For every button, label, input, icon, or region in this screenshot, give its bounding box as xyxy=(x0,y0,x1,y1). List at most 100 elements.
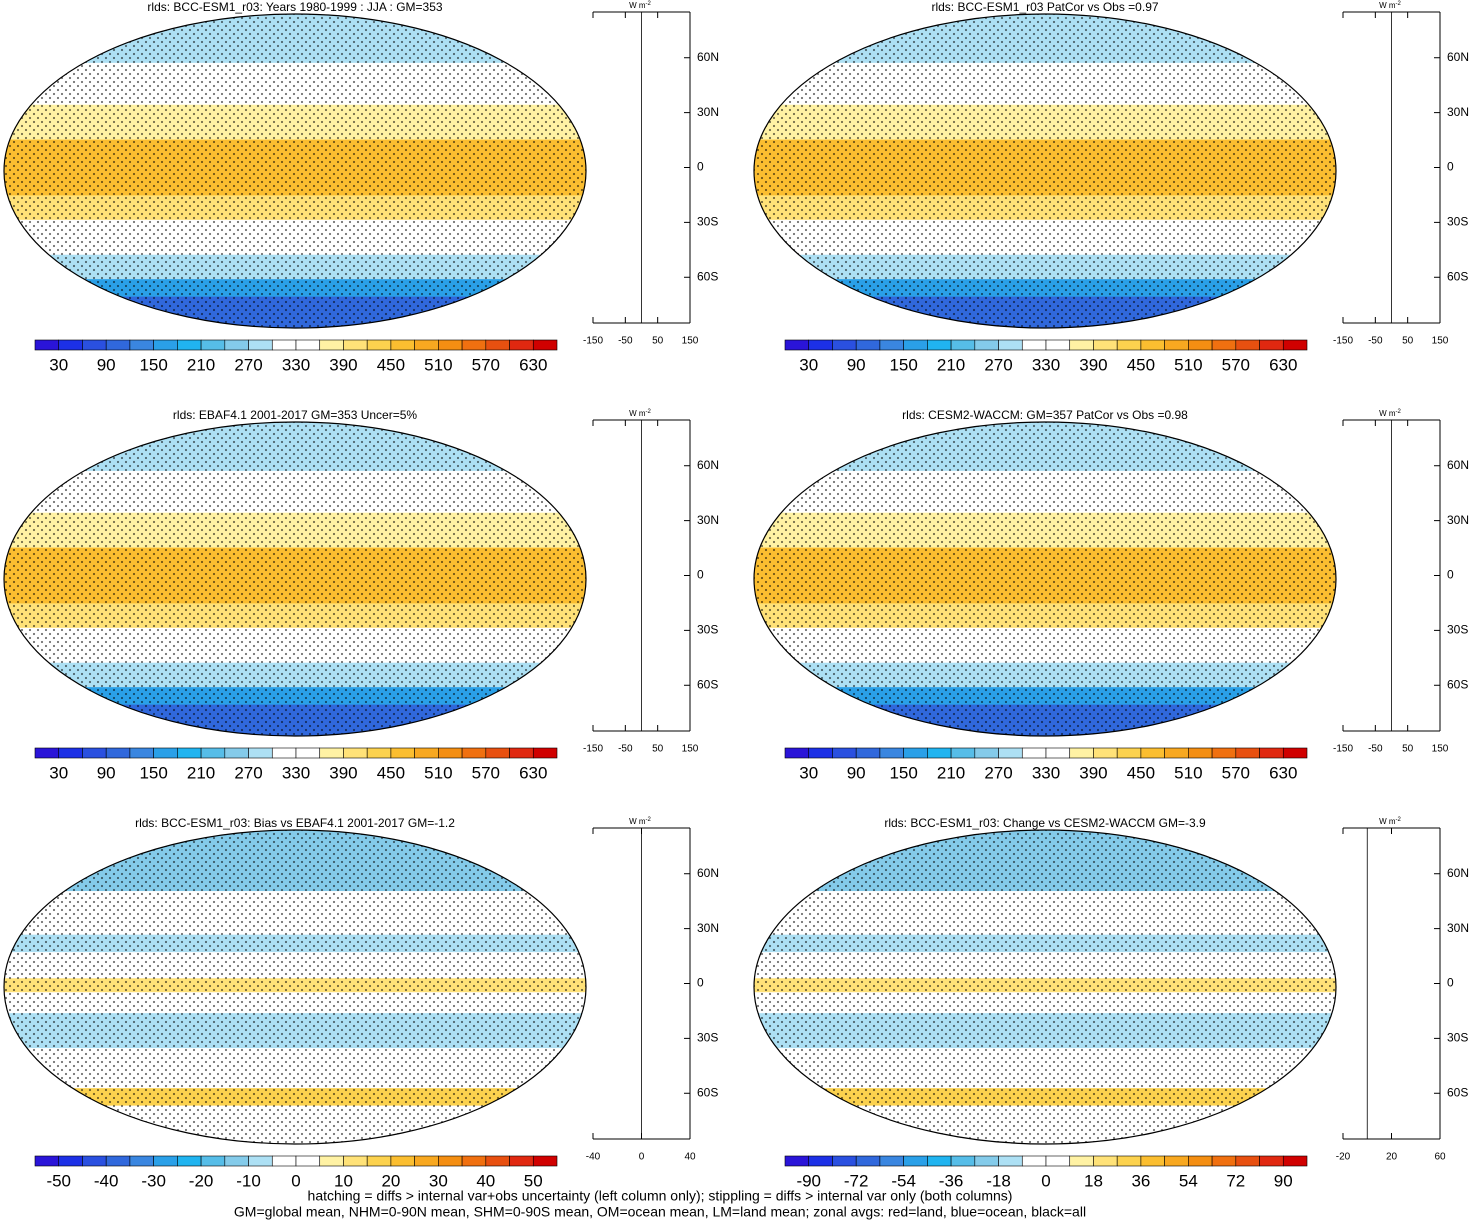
map-border xyxy=(753,829,1337,1145)
colorbar-label: 450 xyxy=(1127,763,1155,782)
units-exponent: -2 xyxy=(646,817,652,823)
colorbar-box xyxy=(974,1155,999,1167)
panel-title: rlds: CESM2-WACCM: GM=357 PatCor vs Obs … xyxy=(902,408,1188,422)
y-tick-label: 30N xyxy=(1447,105,1469,119)
colorbar-box xyxy=(224,1155,249,1167)
colorbar-box xyxy=(1282,747,1308,759)
x-tick-label: -150 xyxy=(1333,744,1353,755)
units: W m xyxy=(1379,817,1396,826)
colorbar-box xyxy=(461,747,487,759)
colorbar-box xyxy=(1282,339,1308,351)
colorbar-box xyxy=(1021,747,1047,759)
colorbar-label: 30 xyxy=(49,355,68,374)
colorbar-label: 0 xyxy=(1041,1171,1050,1190)
y-tick-label: 0 xyxy=(697,160,704,174)
units-label: W m-2 xyxy=(629,1,651,11)
panel-title: rlds: BCC-ESM1_r03: Years 1980-1999 : JJ… xyxy=(147,0,442,14)
colorbar-label: 0 xyxy=(291,1171,300,1190)
units: W m xyxy=(629,409,646,418)
colorbar-box xyxy=(271,747,297,759)
colorbar-label: -72 xyxy=(844,1171,869,1190)
colorbar-box xyxy=(390,339,415,351)
colorbar-box xyxy=(82,1155,107,1167)
colorbar-box xyxy=(1116,1155,1142,1167)
colorbar-box xyxy=(879,747,904,759)
colorbar-box xyxy=(1069,747,1094,759)
colorbar-label: -54 xyxy=(891,1171,916,1190)
colorbar-box xyxy=(832,1155,857,1167)
x-tick-label: 150 xyxy=(682,744,699,755)
colorbar-label: 270 xyxy=(234,763,262,782)
colorbar-label: 18 xyxy=(1084,1171,1103,1190)
colorbar-box xyxy=(224,747,249,759)
map-border xyxy=(3,13,587,329)
colorbar-box xyxy=(366,339,392,351)
colorbar-box xyxy=(248,1155,273,1167)
colorbar-box xyxy=(1021,339,1047,351)
colorbar-label: 30 xyxy=(49,763,68,782)
colorbar-box xyxy=(974,339,999,351)
colorbar-box xyxy=(832,747,857,759)
units-exponent: -2 xyxy=(646,409,652,415)
y-tick-label: 30S xyxy=(697,623,718,637)
colorbar-box xyxy=(485,339,510,351)
y-tick-label: 30N xyxy=(1447,513,1469,527)
colorbar-box xyxy=(224,339,249,351)
colorbar-label: -30 xyxy=(141,1171,166,1190)
colorbar-label: 330 xyxy=(1032,355,1060,374)
x-tick-label: 40 xyxy=(684,1152,696,1163)
colorbar-label: 210 xyxy=(937,355,965,374)
colorbar-box xyxy=(1235,1155,1260,1167)
colorbar-box xyxy=(105,747,131,759)
colorbar-box xyxy=(950,747,976,759)
colorbar-box xyxy=(414,1155,439,1167)
y-tick-label: 60N xyxy=(697,866,719,880)
colorbar-box xyxy=(438,339,463,351)
colorbar-label: 510 xyxy=(1174,355,1202,374)
x-tick-label: -50 xyxy=(618,744,633,755)
colorbar-box xyxy=(998,339,1023,351)
colorbar-box xyxy=(927,339,952,351)
panel-title: rlds: BCC-ESM1_r03 PatCor vs Obs =0.97 xyxy=(931,0,1158,14)
colorbar-box xyxy=(319,1155,344,1167)
colorbar-box xyxy=(1093,1155,1118,1167)
colorbar-label: 510 xyxy=(424,355,452,374)
stippling xyxy=(754,830,1336,1144)
y-tick-label: 0 xyxy=(697,568,704,582)
colorbar-box xyxy=(105,1155,131,1167)
y-tick-label: 60S xyxy=(1447,1085,1468,1099)
colorbar-label: -40 xyxy=(94,1171,119,1190)
colorbar-box xyxy=(1164,339,1189,351)
map-border xyxy=(3,829,587,1145)
colorbar-box xyxy=(153,339,178,351)
colorbar-box xyxy=(295,1155,321,1167)
colorbar-box xyxy=(974,747,999,759)
x-tick-label: -150 xyxy=(1333,336,1353,347)
colorbar-box xyxy=(950,1155,976,1167)
colorbar-box xyxy=(34,747,60,759)
units-label: W m-2 xyxy=(1379,817,1401,827)
colorbar-box xyxy=(903,1155,928,1167)
stippling xyxy=(4,830,586,1144)
footer-line: hatching = diffs > internal var+obs unce… xyxy=(308,1188,1013,1204)
map xyxy=(4,830,586,1144)
colorbar-label: 150 xyxy=(139,355,167,374)
colorbar-box xyxy=(1093,339,1118,351)
x-tick-label: -50 xyxy=(618,336,633,347)
colorbar-box xyxy=(200,1155,226,1167)
colorbar-label: 450 xyxy=(377,763,405,782)
colorbar-label: 570 xyxy=(472,763,500,782)
colorbar-box xyxy=(903,747,928,759)
colorbar-label: 150 xyxy=(889,763,917,782)
colorbar-box xyxy=(200,747,226,759)
colorbar-box xyxy=(879,339,904,351)
colorbar-box xyxy=(1211,339,1237,351)
colorbar-box xyxy=(1188,339,1213,351)
colorbar-box xyxy=(784,1155,810,1167)
colorbar-label: 54 xyxy=(1179,1171,1198,1190)
colorbar-label: 570 xyxy=(1222,355,1250,374)
colorbar-box xyxy=(808,1155,833,1167)
colorbar-box xyxy=(461,339,487,351)
map xyxy=(754,830,1336,1144)
colorbar-box xyxy=(153,1155,178,1167)
